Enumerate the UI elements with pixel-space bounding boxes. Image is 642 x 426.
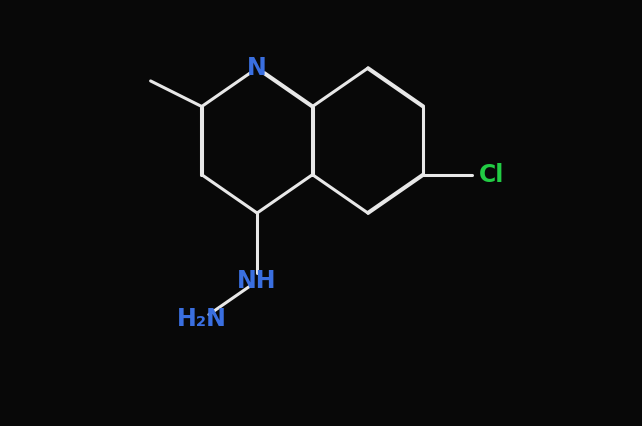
Text: N: N [247, 56, 267, 80]
Text: Cl: Cl [479, 163, 504, 187]
Text: NH: NH [238, 269, 277, 293]
Text: H₂N: H₂N [177, 308, 227, 331]
